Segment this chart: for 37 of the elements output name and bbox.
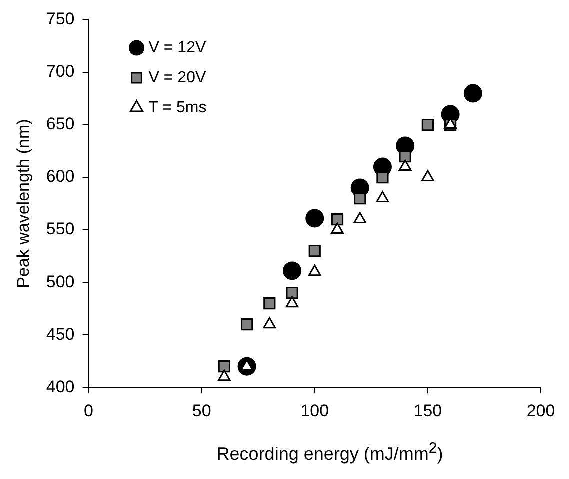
x-axis-title: Recording energy (mJ/mm$^{2}$): [216, 440, 444, 465]
y-tick-label: 400: [46, 377, 75, 396]
y-tick-label: 450: [46, 324, 75, 344]
y-tick-label: 650: [46, 114, 75, 134]
point: [422, 118, 434, 132]
legend-label: T = 5ms: [148, 99, 207, 116]
point: [331, 222, 344, 234]
y-tick-label: 700: [46, 62, 75, 82]
x-tick-label: 200: [526, 401, 556, 420]
point: [263, 317, 276, 329]
point: [376, 191, 390, 203]
y-tick-label: 500: [46, 272, 75, 292]
y-tick-label: 550: [46, 220, 75, 239]
y-axis-title: Peak wavelength (nm): [14, 119, 33, 288]
point: [283, 262, 302, 280]
point: [422, 170, 434, 182]
legend-label: V = 20V: [148, 69, 206, 86]
point: [308, 264, 322, 276]
y-tick-label: 600: [46, 167, 75, 186]
point: [308, 245, 321, 258]
x-tick-label: 0: [84, 401, 94, 420]
point: [264, 298, 276, 310]
x-tick-label: 150: [414, 401, 442, 420]
x-tick-label: 100: [300, 401, 330, 420]
legend-label: V = 12V: [148, 39, 206, 56]
point: [354, 212, 366, 224]
point: [218, 370, 231, 382]
point: [218, 360, 230, 373]
point: [331, 214, 344, 226]
point: [286, 296, 299, 308]
point: [398, 160, 412, 172]
x-tick-label: 50: [192, 401, 212, 420]
point: [464, 84, 482, 103]
point: [306, 209, 324, 228]
point: [286, 287, 298, 300]
point: [240, 318, 254, 331]
y-tick-label: 750: [46, 10, 75, 29]
